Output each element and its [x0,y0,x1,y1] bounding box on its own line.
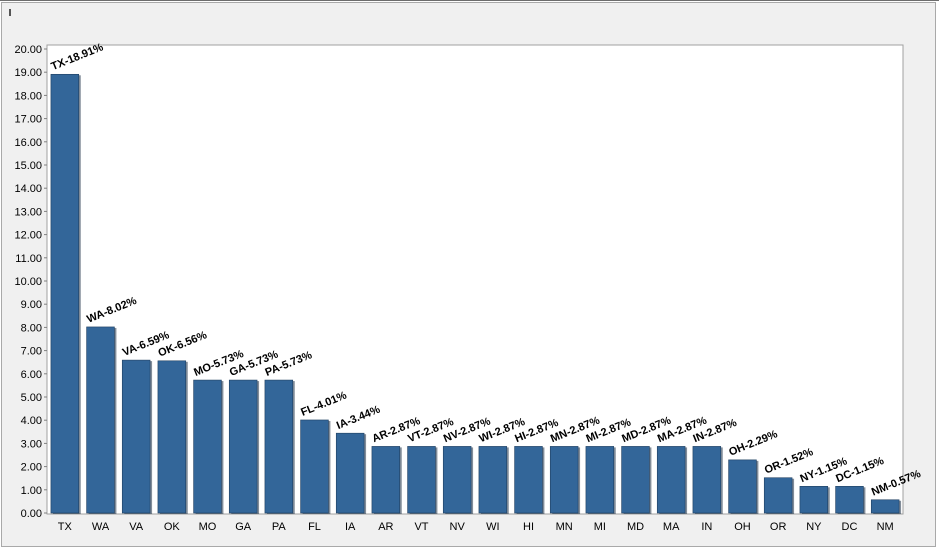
x-tick-label: VA [129,521,144,533]
y-tick-label: 8.00 [21,322,42,334]
window-top-border [0,0,939,1]
bar-mn[interactable] [549,446,579,514]
bar-nv[interactable] [442,446,472,514]
x-tick-label: MI [594,521,606,533]
plot-area [46,44,904,515]
x-tick-label: PA [272,521,287,533]
y-tick-label: 2.00 [21,462,42,474]
bar-va[interactable] [121,359,151,514]
bar-ny[interactable] [799,486,829,514]
bar-ia[interactable] [335,432,365,514]
y-tick-label: 15.00 [14,160,42,172]
x-tick-label: FL [308,521,321,533]
x-tick-label: VT [414,521,428,533]
x-tick-label: AR [378,521,393,533]
y-tick-label: 14.00 [14,183,42,195]
bar-nm[interactable] [870,499,900,514]
y-axis: 0.00 1.00 2.00 3.00 4.00 5.00 6.00 7.00 8.00 9.00… [14,44,47,520]
x-tick-label: WI [486,521,499,533]
y-tick-label: 12.00 [14,230,42,242]
y-tick-label: 13.00 [14,206,42,218]
y-tick-label: 4.00 [21,415,42,427]
x-tick-label: OH [734,521,751,533]
y-tick-label: 0.00 [21,508,42,520]
y-tick-label: 16.00 [14,137,42,149]
bar-or[interactable] [763,477,793,514]
x-axis: TX WA VA OK MO GA PA FL IA AR VT NV WI HI MN MI MD MA IN OH… [58,521,894,533]
x-tick-label: IA [345,521,356,533]
bar-ar[interactable] [371,446,401,514]
y-tick-label: 20.00 [14,44,42,56]
x-tick-label: IN [701,521,712,533]
y-tick-label: 9.00 [21,299,42,311]
x-tick-label: OK [164,521,181,533]
y-tick-label: 6.00 [21,369,42,381]
x-tick-label: GA [235,521,252,533]
x-tick-label: NY [806,521,822,533]
y-tick-label: 7.00 [21,346,42,358]
bar-dc[interactable] [835,486,864,514]
bar-ga[interactable] [228,379,258,514]
resize-handle-icon[interactable] [9,9,11,16]
bar-mi[interactable] [585,446,615,514]
y-tick-label: 19.00 [14,67,42,79]
bar-tx[interactable] [50,73,80,514]
bar-fl[interactable] [300,419,329,514]
bar-mo[interactable] [193,379,222,514]
y-tick-label: 10.00 [14,276,42,288]
y-tick-label: 11.00 [15,253,42,265]
x-tick-label: NV [450,521,466,533]
x-tick-label: TX [58,521,73,533]
bar-md[interactable] [621,446,650,514]
y-tick-label: 1.00 [21,485,42,497]
x-tick-label: NM [877,521,894,533]
x-tick-label: MD [627,521,644,533]
x-tick-label: MO [199,521,217,533]
x-tick-label: DC [842,521,858,533]
x-tick-label: HI [523,521,534,533]
bar-oh[interactable] [728,459,757,514]
bar-wi[interactable] [478,446,508,514]
bar-hi[interactable] [514,446,543,514]
bars [50,73,902,515]
bar-vt[interactable] [407,446,436,514]
y-tick-label: 17.00 [14,114,42,126]
bar-in[interactable] [692,446,722,514]
bar-wa[interactable] [86,326,115,514]
x-tick-label: MN [556,521,573,533]
bar-pa[interactable] [264,379,294,514]
bar-ok[interactable] [157,360,187,514]
x-tick-label: OR [770,521,787,533]
bar-ma[interactable] [656,446,686,514]
x-tick-label: MA [663,521,680,533]
y-tick-label: 18.00 [14,90,42,102]
y-tick-label: 3.00 [21,438,42,450]
y-tick-label: 5.00 [21,392,42,404]
x-tick-label: WA [92,521,110,533]
